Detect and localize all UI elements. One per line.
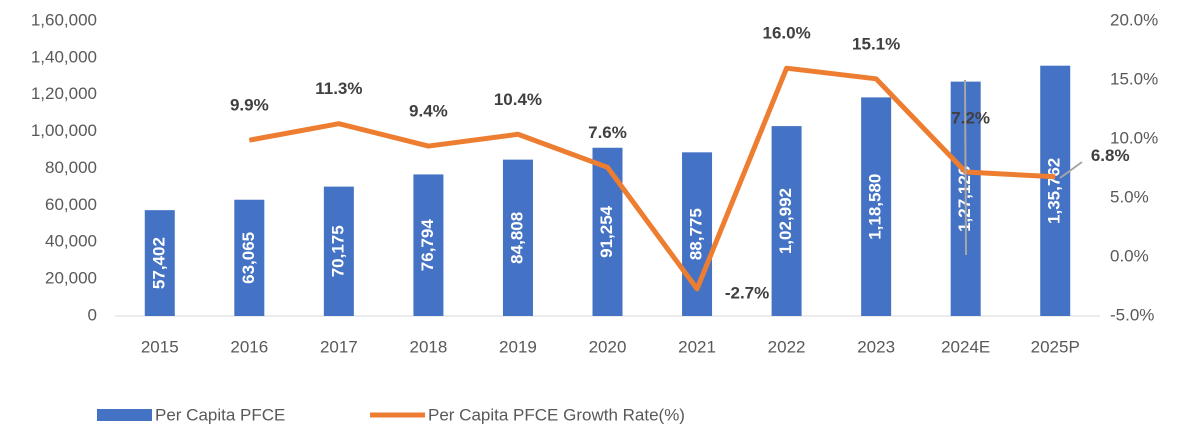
y-tick-label: 40,000: [45, 232, 97, 251]
y2-tick-label: 5.0%: [1110, 187, 1149, 206]
bar: [413, 174, 444, 316]
line-label: 11.3%: [315, 79, 362, 98]
x-tick-label: 2023: [857, 337, 895, 356]
y-tick-label: 1,60,000: [31, 10, 97, 29]
bar: [323, 186, 354, 316]
y2-tick-label: -5.0%: [1110, 305, 1154, 324]
bar: [771, 126, 802, 317]
bar-label: 70,175: [328, 225, 347, 277]
bar-label: 63,065: [239, 232, 258, 284]
y-tick-label: 60,000: [45, 195, 97, 214]
y2-tick-label: 15.0%: [1110, 69, 1158, 88]
bar-label: 1,02,992: [776, 188, 795, 254]
bar-label: 91,254: [597, 205, 616, 258]
y-tick-label: 20,000: [45, 269, 97, 288]
x-tick-label: 2015: [141, 337, 179, 356]
line-label: 16.0%: [762, 24, 810, 43]
bar-label: 57,402: [149, 237, 168, 289]
line-label: 9.9%: [230, 96, 269, 115]
bar-label: 76,794: [418, 219, 437, 272]
leader-line: [1059, 161, 1083, 179]
x-tick-label: 2021: [678, 337, 716, 356]
x-tick-label: 2024E: [941, 337, 990, 356]
line: [248, 65, 1056, 292]
y-tick-label: 1,20,000: [31, 84, 97, 103]
line-label: 9.4%: [409, 102, 448, 121]
line-label: 10.4%: [494, 90, 542, 109]
bar: [592, 147, 623, 316]
x-tick-label: 2018: [409, 337, 447, 356]
bar-label: 88,775: [687, 208, 706, 260]
bar: [144, 210, 175, 316]
legend-label: Per Capita PFCE: [155, 405, 285, 424]
line-label: 15.1%: [852, 34, 900, 53]
line-label: 6.8%: [1091, 146, 1130, 165]
leader-line: [964, 79, 967, 256]
legend-swatch: [97, 409, 152, 421]
bar-label: 84,808: [507, 212, 526, 264]
x-tick-label: 2025P: [1031, 337, 1080, 356]
line-label: 7.6%: [588, 123, 627, 142]
x-tick-label: 2019: [499, 337, 537, 356]
y-tick-label: 0: [88, 305, 97, 324]
line-label: -2.7%: [725, 283, 769, 302]
bar: [502, 159, 533, 316]
x-tick-label: 2022: [768, 337, 806, 356]
x-tick-label: 2016: [230, 337, 268, 356]
bar: [234, 199, 265, 316]
y2-tick-label: 0.0%: [1110, 246, 1149, 265]
legend-label: Per Capita PFCE Growth Rate(%): [428, 405, 685, 424]
y2-tick-label: 20.0%: [1110, 10, 1158, 29]
y-tick-label: 1,00,000: [31, 121, 97, 140]
x-tick-label: 2017: [320, 337, 358, 356]
x-tick-label: 2020: [589, 337, 627, 356]
bar-label: 1,35,762: [1045, 158, 1064, 224]
bar: [1040, 65, 1071, 316]
y-tick-label: 80,000: [45, 158, 97, 177]
bar: [861, 97, 892, 316]
bar-label: 1,18,580: [866, 174, 885, 240]
line-label: 7.2%: [951, 109, 990, 128]
bar-label: 1,27,126: [955, 166, 974, 232]
y2-tick-label: 10.0%: [1110, 128, 1158, 147]
y-tick-label: 1,40,000: [31, 47, 97, 66]
